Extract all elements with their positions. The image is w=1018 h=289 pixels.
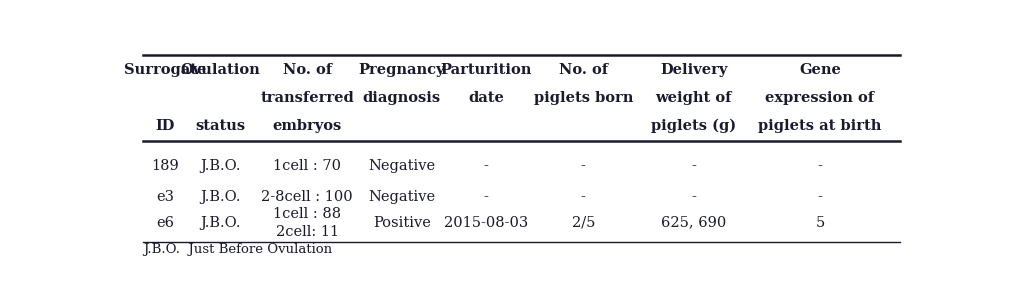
- Text: 2/5: 2/5: [571, 216, 595, 230]
- Text: No. of: No. of: [559, 63, 608, 77]
- Text: weight of: weight of: [656, 91, 732, 105]
- Text: e3: e3: [156, 190, 174, 204]
- Text: J.B.O.: J.B.O.: [201, 190, 240, 204]
- Text: Gene: Gene: [799, 63, 841, 77]
- Text: Negative: Negative: [369, 159, 436, 173]
- Text: 2015-08-03: 2015-08-03: [444, 216, 528, 230]
- Text: -: -: [484, 159, 489, 173]
- Text: piglets (g): piglets (g): [652, 119, 736, 133]
- Text: -: -: [581, 190, 585, 204]
- Text: J.B.O.: J.B.O.: [201, 159, 240, 173]
- Text: ID: ID: [156, 119, 175, 133]
- Text: transferred: transferred: [261, 91, 354, 105]
- Text: piglets at birth: piglets at birth: [758, 119, 882, 133]
- Text: e6: e6: [156, 216, 174, 230]
- Text: -: -: [817, 190, 823, 204]
- Text: expression of: expression of: [766, 91, 874, 105]
- Text: Surrogate: Surrogate: [124, 63, 207, 77]
- Text: date: date: [468, 91, 504, 105]
- Text: Positive: Positive: [373, 216, 431, 230]
- Text: diagnosis: diagnosis: [362, 91, 441, 105]
- Text: Delivery: Delivery: [660, 63, 728, 77]
- Text: 1cell : 70: 1cell : 70: [273, 159, 341, 173]
- Text: -: -: [484, 190, 489, 204]
- Text: embryos: embryos: [273, 119, 342, 133]
- Text: -: -: [691, 190, 696, 204]
- Text: No. of: No. of: [283, 63, 332, 77]
- Text: 5: 5: [815, 216, 825, 230]
- Text: 625, 690: 625, 690: [661, 216, 726, 230]
- Text: 189: 189: [152, 159, 179, 173]
- Text: J.B.O.  Just Before Ovulation: J.B.O. Just Before Ovulation: [143, 243, 332, 256]
- Text: Pregnancy: Pregnancy: [358, 63, 445, 77]
- Text: 2-8cell : 100: 2-8cell : 100: [262, 190, 353, 204]
- Text: Ovulation: Ovulation: [180, 63, 261, 77]
- Text: Negative: Negative: [369, 190, 436, 204]
- Text: -: -: [581, 159, 585, 173]
- Text: status: status: [195, 119, 245, 133]
- Text: 1cell : 88
2cell: 11: 1cell : 88 2cell: 11: [273, 207, 341, 239]
- Text: -: -: [817, 159, 823, 173]
- Text: Parturition: Parturition: [441, 63, 532, 77]
- Text: piglets born: piglets born: [533, 91, 633, 105]
- Text: -: -: [691, 159, 696, 173]
- Text: J.B.O.: J.B.O.: [201, 216, 240, 230]
